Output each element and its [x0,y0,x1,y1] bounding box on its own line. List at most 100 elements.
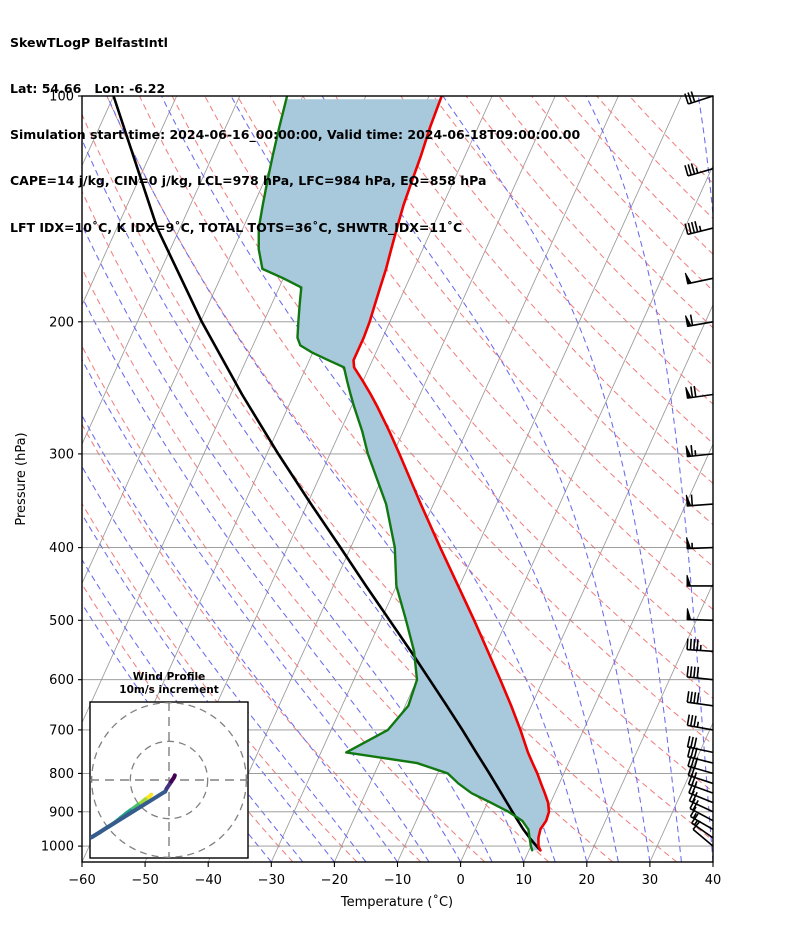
moist-adiabat-line [585,96,713,862]
spread-shading [258,99,549,851]
dry-adiabat-line [563,96,713,255]
moist-adiabat-line [82,414,398,862]
x-tick-label: −40 [194,873,221,888]
dry-adiabat-line [367,96,713,485]
wind-profile-inset: Wind Profile 10m/s increment [89,671,249,859]
header-indices-2: LFT IDX=10˚C, K IDX=9˚C, TOTAL TOTS=36˚C… [10,219,463,235]
parcel-path-curve [112,96,542,852]
y-axis-label: Pressure (hPa) [14,432,29,525]
dry-adiabat-line [82,113,678,862]
isotherm-line [649,721,713,862]
header-latlon: Lat: 54.66 Lon: -6.22 [10,81,166,97]
wind-barb [686,537,714,550]
isotherm-line [586,582,713,862]
dry-adiabat-line [269,96,713,611]
x-tick-label: 20 [579,873,596,888]
y-tick-label: 700 [49,723,74,738]
wind-barb [689,806,714,831]
wind-barb [684,91,714,105]
wind-barb [686,638,714,653]
wind-barb [692,820,714,847]
y-tick-label: 100 [49,90,74,105]
wind-barb [685,494,714,507]
wind-barb [686,714,714,731]
dewpoint-temperature-shading [258,99,549,851]
y-tick-label: 800 [49,767,74,782]
wind-barb [684,221,714,236]
moist-adiabat-line [82,295,462,862]
y-tick-label: 900 [49,805,74,820]
dry-adiabat-line [433,96,713,405]
wind-barb [685,385,714,399]
hodograph-ring [129,740,209,820]
y-tick-label: 300 [49,447,74,462]
inset-title-line1: Wind Profile [133,671,205,683]
header-indices-1: CAPE=14 j/kg, CIN=0 j/kg, LCL=978 hPa, L… [10,173,487,189]
x-tick-label: 40 [705,873,722,888]
isotherm-line [776,96,794,862]
wind-barb-column [684,91,714,847]
wind-barb [686,691,714,707]
x-tick-label: 10 [515,873,532,888]
temperature-curve [352,96,551,852]
wind-barb [689,798,714,822]
isotherm-line [712,860,713,862]
x-axis-label: Temperature (˚C) [340,894,453,910]
x-tick-label: 30 [642,873,659,888]
dry-adiabat-line [82,345,486,862]
hodograph-segment [90,789,168,840]
x-tick-label: −30 [258,873,285,888]
dry-adiabat-line [335,96,713,526]
isotherm-line [82,96,178,306]
wind-barb [686,665,714,681]
dry-adiabat-line [204,96,713,699]
dry-adiabat-line [400,96,713,445]
sounding-curves [112,96,551,852]
dry-adiabat-line [629,96,713,185]
dry-adiabat-line [106,96,713,842]
moist-adiabat-line [770,96,776,862]
x-tick-label: −50 [131,873,158,888]
x-axis-ticks: −60 −50 −40 −30 −20 −10 0 10 20 30 40 [68,862,721,888]
isotherm-line [82,96,304,585]
hodograph-grid [90,702,248,858]
x-tick-label: −10 [384,873,411,888]
moist-adiabat-line [442,96,682,862]
wind-barb [685,445,714,458]
y-tick-label: 400 [49,541,74,556]
moist-adiabat-line [82,465,367,862]
moist-adiabat-line [321,96,651,862]
moist-adiabat-line [106,96,556,862]
isotherm-line [82,96,241,446]
wind-barb [684,163,714,177]
y-tick-label: 200 [49,315,74,330]
dewpoint-curve [257,96,534,852]
x-tick-label: −60 [68,873,95,888]
moist-adiabat-line [82,223,493,862]
y-axis-ticks: 100 200 300 400 500 600 700 800 900 1000 [41,90,82,855]
dry-adiabat-line [531,96,713,292]
moist-adiabat-line [82,358,430,862]
inset-title-line2: 10m/s increment [119,684,218,696]
x-tick-label: 0 [456,873,464,888]
hodograph-trace [90,773,177,840]
wind-barb [684,314,714,328]
y-tick-label: 600 [49,673,74,688]
wind-barb [684,272,714,285]
header-times: Simulation start time: 2024-06-16_00:00:… [10,127,581,143]
dry-adiabat-line [596,96,713,220]
figure-header: SkewTLogP BelfastIntl Lat: 54.66 Lon: -6… [10,4,580,266]
isotherm-line [270,96,619,862]
wind-barb [686,736,714,754]
x-tick-label: −20 [321,873,348,888]
dry-adiabat-line [139,96,713,793]
header-title: SkewTLogP BelfastIntl [10,34,168,50]
y-tick-label: 1000 [41,840,74,855]
isotherm-line [523,443,713,862]
y-tick-label: 500 [49,614,74,629]
wind-barb [686,608,714,622]
wind-barb [686,574,713,587]
dry-adiabat-line [171,96,713,746]
